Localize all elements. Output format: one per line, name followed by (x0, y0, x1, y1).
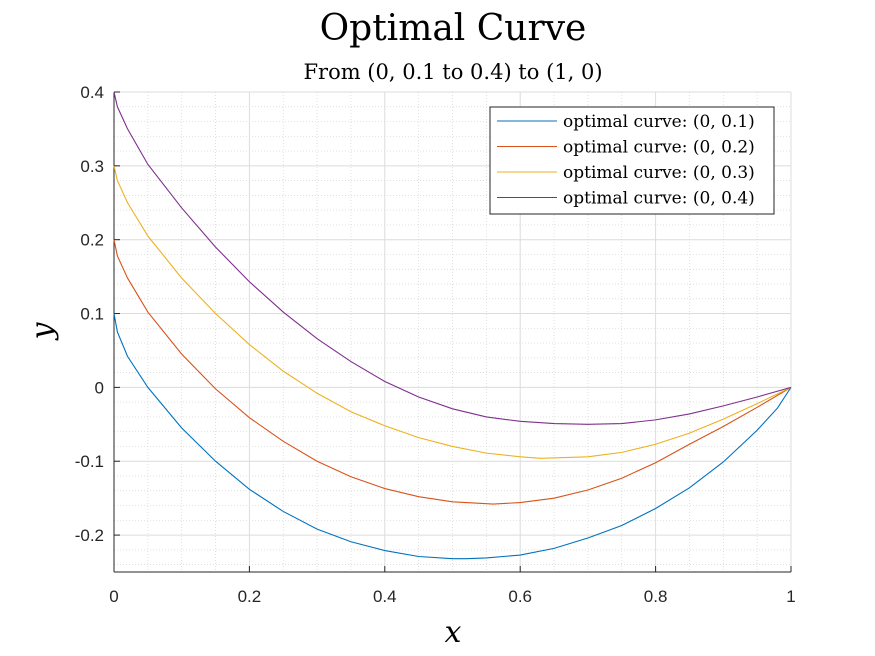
legend: optimal curve: (0, 0.1) optimal curve: (0… (489, 106, 775, 215)
x-axis-label: x (445, 615, 462, 650)
chart-title: Optimal Curve (320, 8, 587, 49)
legend-label: optimal curve: (0, 0.3) (563, 163, 755, 183)
x-tick-label: 0.4 (373, 587, 397, 606)
series-line-2 (113, 239, 792, 505)
x-tick-label: 1 (786, 587, 795, 606)
series-line-4 (113, 91, 792, 425)
y-tick-label: 0 (95, 378, 104, 397)
chart-subtitle: From (0, 0.1 to 0.4) to (1, 0) (303, 60, 602, 84)
grid-layer (113, 91, 792, 572)
ticks-layer: 0 0.2 0.4 0.6 0.8 1 -0.2 -0.1 0 0.1 0.2 0.3 0.4 (75, 83, 796, 606)
series-line-1 (113, 313, 792, 560)
legend-label: optimal curve: (0, 0.1) (563, 112, 755, 132)
y-tick-label: 0.4 (80, 83, 104, 102)
axes-layer (113, 92, 791, 573)
y-tick-label: 0.3 (80, 157, 104, 176)
x-tick-label: 0.8 (644, 587, 668, 606)
y-tick-label: -0.1 (75, 452, 104, 471)
x-tick-label: 0 (109, 587, 118, 606)
y-tick-label: -0.2 (75, 526, 104, 545)
series-line-3 (113, 165, 792, 459)
y-axis-label: y (25, 321, 60, 341)
x-tick-label: 0.2 (238, 587, 262, 606)
series-layer (113, 91, 792, 560)
x-tick-label: 0.6 (508, 587, 532, 606)
legend-label: optimal curve: (0, 0.2) (563, 138, 755, 158)
y-tick-label: 0.2 (80, 231, 104, 250)
y-tick-label: 0.1 (80, 305, 104, 324)
legend-label: optimal curve: (0, 0.4) (563, 189, 755, 209)
legend-box (489, 106, 775, 215)
